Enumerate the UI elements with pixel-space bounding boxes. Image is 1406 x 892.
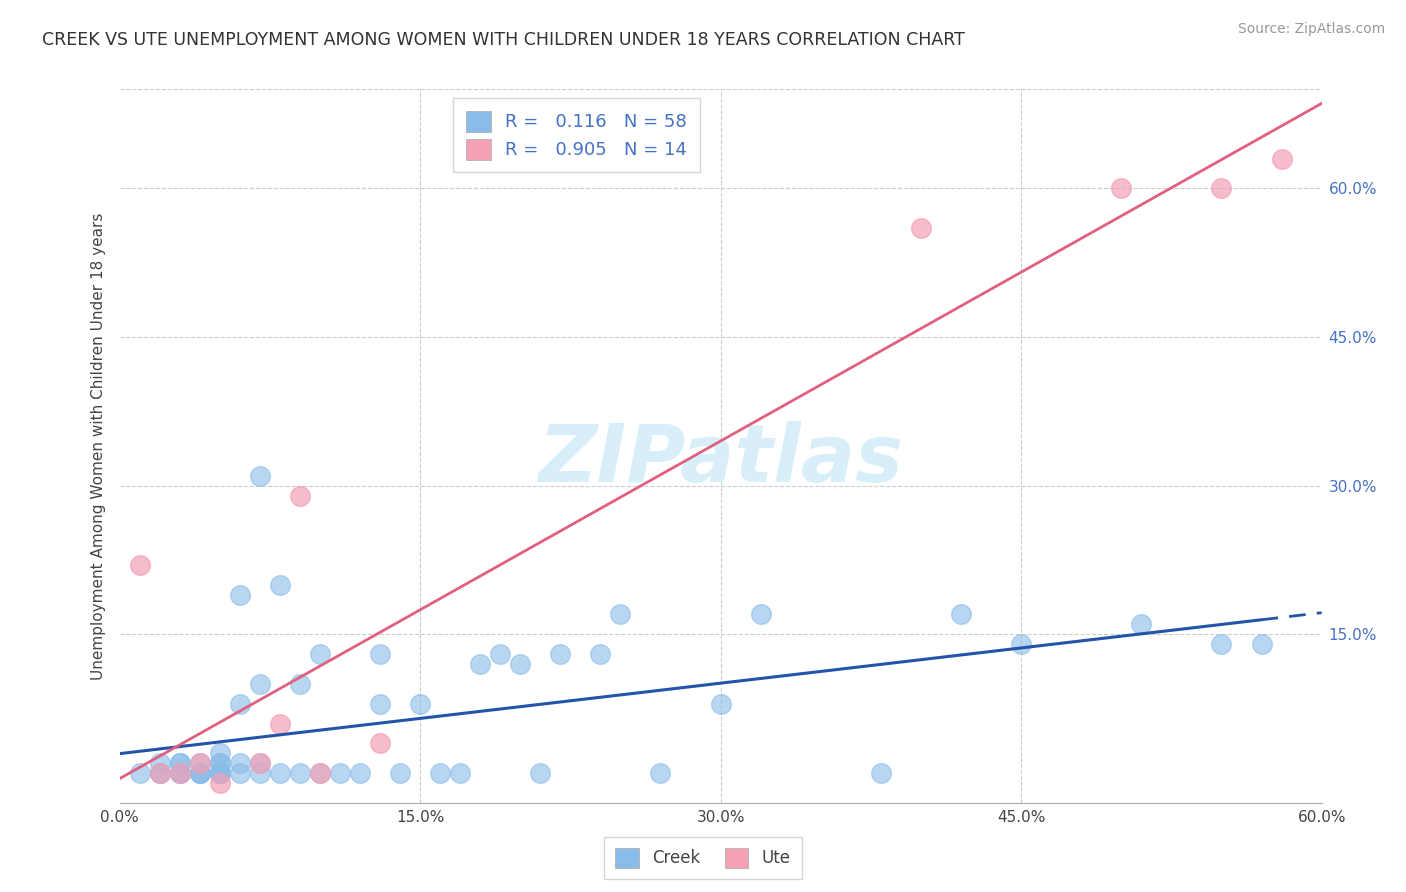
Point xyxy=(149,766,172,780)
Point xyxy=(309,766,332,780)
Text: CREEK VS UTE UNEMPLOYMENT AMONG WOMEN WITH CHILDREN UNDER 18 YEARS CORRELATION C: CREEK VS UTE UNEMPLOYMENT AMONG WOMEN WI… xyxy=(42,31,965,49)
Point xyxy=(269,716,291,731)
Point xyxy=(950,607,973,622)
Point xyxy=(1250,637,1272,651)
Point xyxy=(309,766,332,780)
Point xyxy=(208,756,231,771)
Point xyxy=(188,756,211,771)
Point xyxy=(1211,181,1233,195)
Point xyxy=(468,657,492,671)
Point xyxy=(650,766,672,780)
Point xyxy=(208,746,231,760)
Point xyxy=(1271,152,1294,166)
Point xyxy=(149,766,172,780)
Point xyxy=(169,766,191,780)
Point xyxy=(228,766,252,780)
Point xyxy=(249,756,271,771)
Point xyxy=(869,766,893,780)
Point xyxy=(188,756,211,771)
Point xyxy=(449,766,471,780)
Point xyxy=(269,578,291,592)
Point xyxy=(128,766,150,780)
Point xyxy=(709,697,731,711)
Text: ZIPatlas: ZIPatlas xyxy=(538,421,903,500)
Point xyxy=(269,766,291,780)
Point xyxy=(228,756,252,771)
Point xyxy=(228,588,252,602)
Point xyxy=(288,677,311,691)
Point xyxy=(329,766,352,780)
Legend: R =   0.116   N = 58, R =   0.905   N = 14: R = 0.116 N = 58, R = 0.905 N = 14 xyxy=(453,98,700,172)
Point xyxy=(169,766,191,780)
Point xyxy=(208,776,231,790)
Point xyxy=(288,766,311,780)
Point xyxy=(368,697,391,711)
Point xyxy=(309,647,332,661)
Point xyxy=(489,647,512,661)
Point xyxy=(388,766,412,780)
Point xyxy=(368,736,391,750)
Legend: Creek, Ute: Creek, Ute xyxy=(603,837,803,880)
Point xyxy=(149,756,172,771)
Point xyxy=(169,756,191,771)
Point xyxy=(509,657,531,671)
Point xyxy=(349,766,371,780)
Y-axis label: Unemployment Among Women with Children Under 18 years: Unemployment Among Women with Children U… xyxy=(90,212,105,680)
Point xyxy=(228,697,252,711)
Point xyxy=(249,677,271,691)
Point xyxy=(609,607,631,622)
Point xyxy=(1111,181,1133,195)
Point xyxy=(249,468,271,483)
Point xyxy=(169,766,191,780)
Point xyxy=(1130,617,1153,632)
Point xyxy=(529,766,551,780)
Point xyxy=(288,489,311,503)
Point xyxy=(589,647,612,661)
Point xyxy=(749,607,772,622)
Point xyxy=(409,697,432,711)
Point xyxy=(550,647,572,661)
Point xyxy=(249,766,271,780)
Point xyxy=(169,756,191,771)
Point xyxy=(208,756,231,771)
Point xyxy=(249,756,271,771)
Point xyxy=(1211,637,1233,651)
Text: Source: ZipAtlas.com: Source: ZipAtlas.com xyxy=(1237,22,1385,37)
Point xyxy=(128,558,150,572)
Point xyxy=(149,766,172,780)
Point xyxy=(368,647,391,661)
Point xyxy=(188,766,211,780)
Point xyxy=(208,766,231,780)
Point xyxy=(208,766,231,780)
Point xyxy=(208,766,231,780)
Point xyxy=(169,766,191,780)
Point xyxy=(208,766,231,780)
Point xyxy=(429,766,451,780)
Point xyxy=(188,766,211,780)
Point xyxy=(188,766,211,780)
Point xyxy=(910,221,932,235)
Point xyxy=(1010,637,1032,651)
